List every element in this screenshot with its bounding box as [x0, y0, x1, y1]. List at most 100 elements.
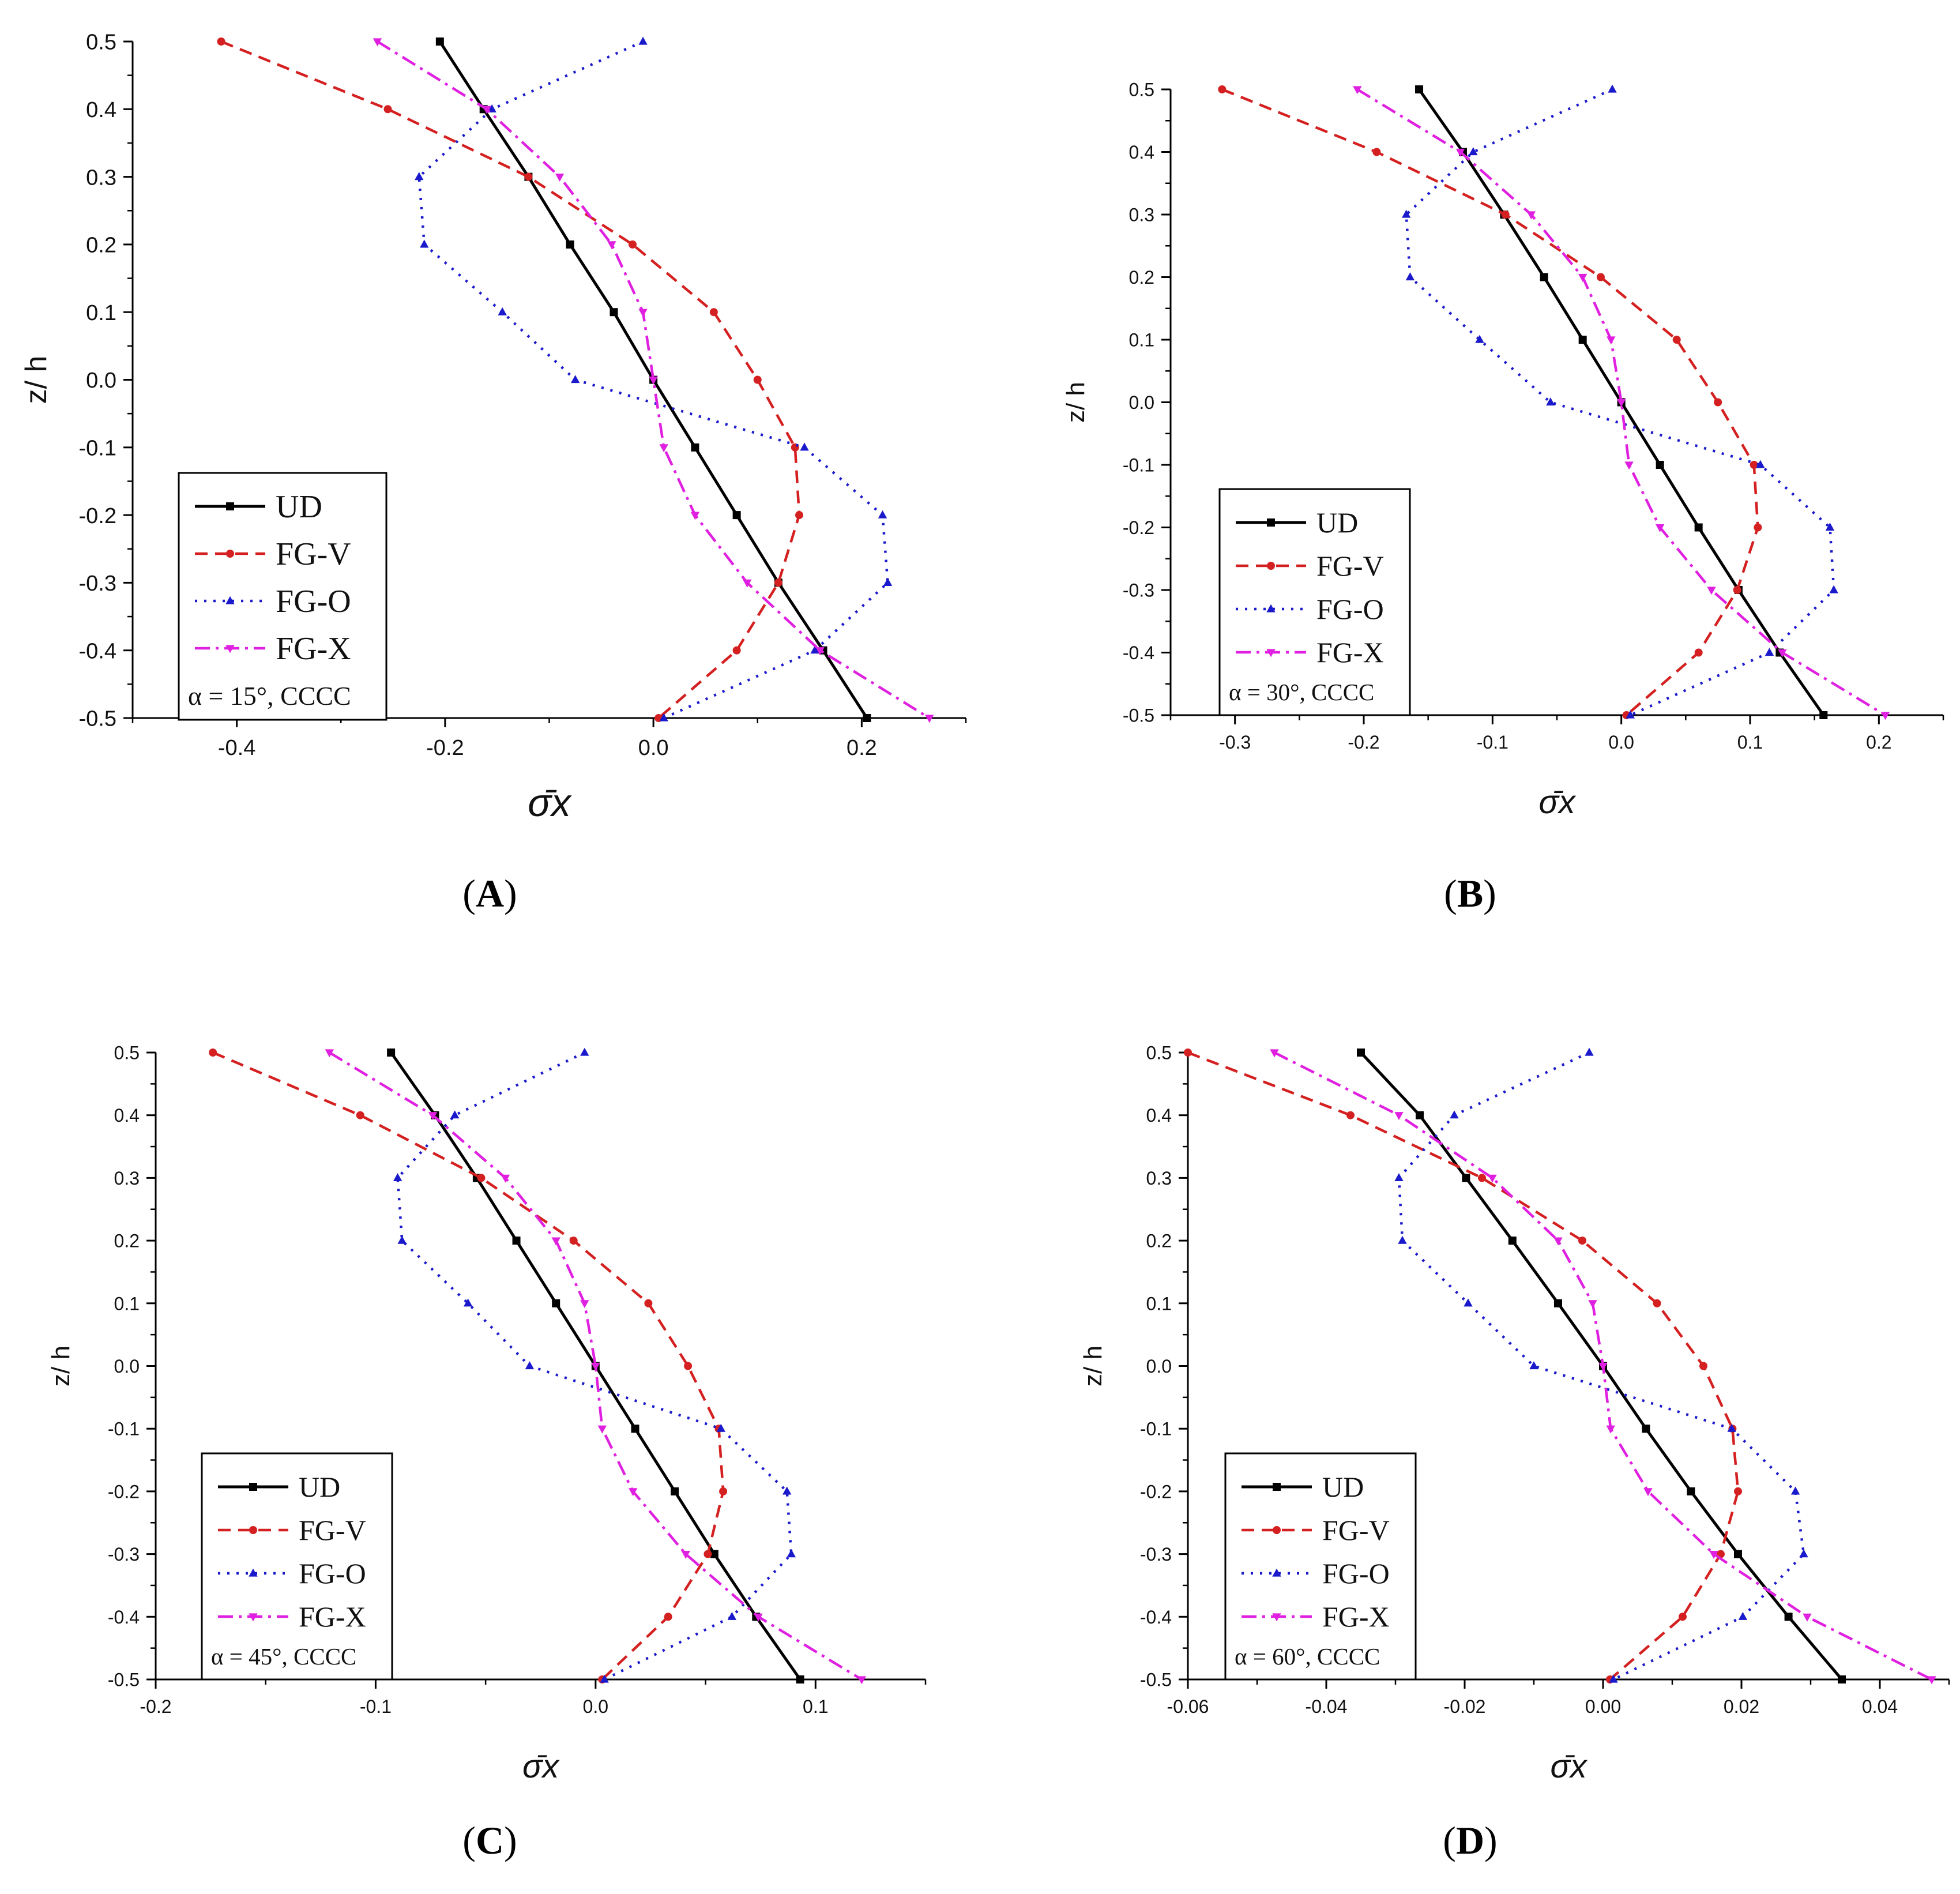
- data-point: [1606, 1425, 1615, 1434]
- legend-entry-label: FG-O: [1322, 1557, 1390, 1589]
- data-point: [512, 1237, 521, 1245]
- data-point: [796, 1675, 804, 1683]
- y-tick-label: 0.1: [1129, 330, 1154, 351]
- data-point: [1270, 1049, 1279, 1058]
- y-tick-label: -0.4: [79, 639, 116, 663]
- data-point: [629, 1488, 638, 1497]
- data-point: [1733, 586, 1741, 594]
- series-line-fg-v: [212, 1051, 725, 1681]
- data-point: [580, 1300, 589, 1309]
- legend-entry-label: FG-V: [1316, 550, 1384, 582]
- x-tick-label: 0.0: [583, 1696, 608, 1717]
- y-tick-label: -0.1: [79, 436, 116, 460]
- chart-panel-d: 0.5 0.4 0.3 0.2 0.1 0.0 -0.1 -0.2 -0.3 -0.4 -0.5 -0…: [980, 947, 1960, 1894]
- legend-marker: [225, 645, 235, 653]
- data-point: [1656, 461, 1664, 469]
- series-fg-v: [217, 37, 803, 722]
- chart-c-svg: 0.50.40.30.20.10.0-0.1-0.2-0.3-0.4-0.5-0…: [47, 1043, 927, 1785]
- x-tick-label: 0.00: [1585, 1696, 1621, 1717]
- data-point: [1790, 1486, 1800, 1495]
- data-point: [1626, 710, 1635, 719]
- data-point: [1475, 335, 1484, 343]
- y-tick-label: -0.2: [108, 1481, 140, 1502]
- legend-entry-label: UD: [1322, 1471, 1364, 1503]
- x-axis-title: σ̄x: [1550, 1748, 1587, 1785]
- data-point: [732, 511, 741, 520]
- x-tick-label: 0.2: [1866, 732, 1891, 753]
- data-point: [1508, 1237, 1517, 1245]
- data-point: [787, 1549, 796, 1558]
- data-point: [1218, 85, 1227, 93]
- x-axis-title: σ̄x: [1538, 784, 1576, 821]
- data-point: [482, 106, 491, 114]
- legend-entry-label: UD: [1316, 506, 1358, 539]
- x-tick-label: 0.0: [638, 736, 669, 760]
- data-point: [1803, 1613, 1812, 1622]
- data-point: [774, 578, 783, 587]
- y-tick-label: 0.1: [1146, 1293, 1172, 1314]
- x-tick-label: 0.2: [847, 736, 877, 760]
- y-tick-label: -0.5: [1123, 705, 1154, 726]
- data-point: [742, 579, 752, 588]
- data-point: [1624, 461, 1634, 470]
- data-point: [1829, 585, 1838, 593]
- data-point: [393, 1173, 402, 1181]
- legend-marker: [225, 596, 235, 604]
- legend-marker: [1272, 1568, 1281, 1577]
- y-tick-label: 0.5: [114, 1043, 140, 1064]
- data-point: [217, 37, 225, 46]
- x-tick-label: 0.02: [1724, 1696, 1759, 1717]
- y-tick-label: 0.5: [1129, 80, 1154, 100]
- legend-marker: [1273, 1526, 1281, 1534]
- data-point: [1462, 1174, 1470, 1182]
- x-tick-label: -0.2: [1348, 732, 1379, 753]
- data-point: [863, 714, 871, 722]
- data-point: [1501, 211, 1510, 219]
- data-point: [566, 240, 574, 249]
- legend-marker: [226, 502, 234, 510]
- data-point: [644, 1299, 653, 1307]
- data-point: [1416, 1111, 1424, 1119]
- legend-marker: [1266, 604, 1276, 612]
- series-fg-o: [415, 36, 893, 721]
- legend: UD FG-V FG-O FG-X α = 30°, CCCC: [1218, 488, 1411, 716]
- data-point: [659, 713, 668, 721]
- legend-annotation: α = 45°, CCCC: [211, 1643, 356, 1670]
- data-point: [498, 307, 507, 315]
- data-point: [1672, 336, 1681, 344]
- data-point: [1699, 1362, 1707, 1370]
- data-point: [1450, 1110, 1459, 1119]
- data-point: [631, 1425, 639, 1433]
- data-point: [1643, 1488, 1653, 1497]
- data-point: [1540, 273, 1548, 281]
- series-line-fg-o: [1397, 1051, 1805, 1681]
- x-tick-label: -0.04: [1306, 1696, 1348, 1717]
- data-point: [1346, 1111, 1355, 1119]
- data-point: [450, 1110, 460, 1119]
- series-fg-o: [1402, 84, 1838, 719]
- data-point: [1734, 1487, 1742, 1495]
- data-point: [610, 308, 618, 317]
- data-point: [1357, 1049, 1365, 1057]
- data-point: [1598, 1362, 1608, 1371]
- legend-entry-label: FG-X: [276, 631, 351, 667]
- data-point: [591, 1362, 600, 1371]
- data-point: [1588, 1300, 1597, 1309]
- legend-entry-label: UD: [299, 1471, 340, 1503]
- legend-marker: [1272, 1613, 1281, 1622]
- data-point: [754, 1613, 763, 1622]
- data-point: [753, 375, 762, 384]
- data-point: [607, 241, 616, 250]
- x-tick-label: 0.0: [1608, 732, 1634, 753]
- x-tick-label: -0.2: [140, 1696, 171, 1717]
- data-point: [477, 1174, 486, 1182]
- legend: UD FG-V FG-O FG-X α = 15°, CCCC: [178, 472, 388, 721]
- data-point: [1585, 1047, 1594, 1056]
- data-point: [1607, 336, 1616, 345]
- data-point: [925, 715, 934, 723]
- data-point: [1655, 524, 1665, 532]
- y-tick-label: 0.3: [1129, 205, 1154, 226]
- y-axis-title: z/ h: [1079, 1346, 1107, 1386]
- data-point: [691, 443, 699, 452]
- x-axis-title: σ̄x: [528, 781, 572, 825]
